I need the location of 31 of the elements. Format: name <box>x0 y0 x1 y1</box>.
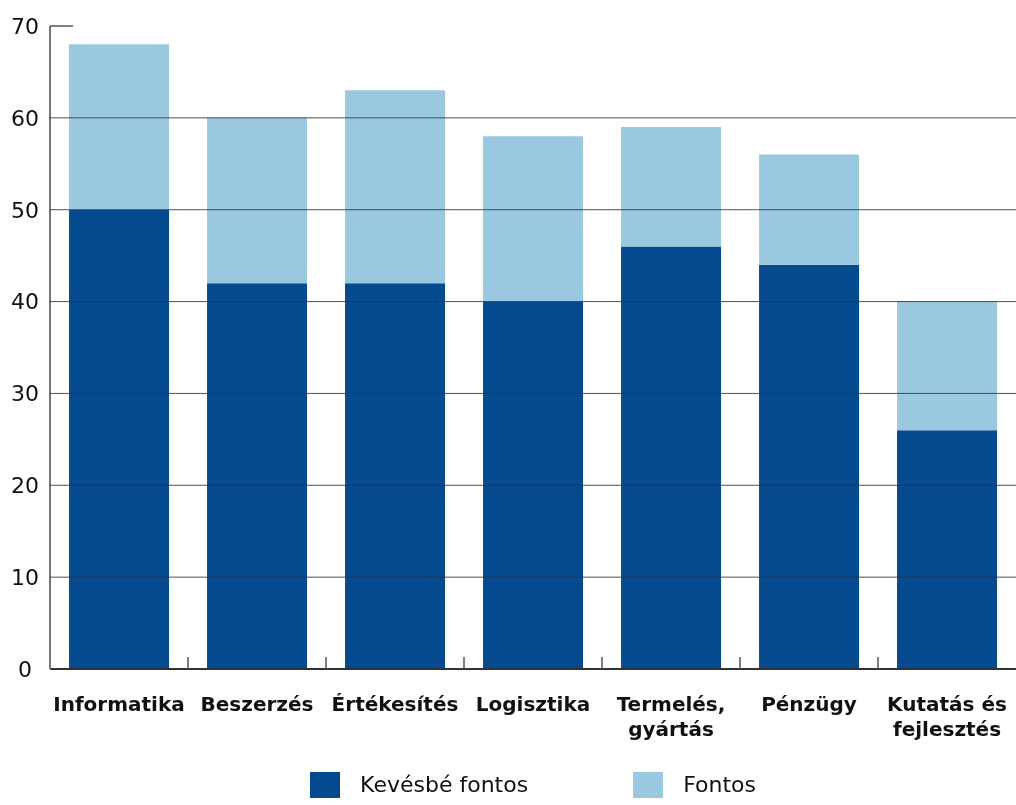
y-tick-label: 10 <box>11 565 39 591</box>
bar <box>69 209 170 669</box>
bar <box>69 44 170 210</box>
bar <box>207 117 308 284</box>
bar <box>207 283 308 669</box>
y-tick-label: 60 <box>11 105 39 131</box>
x-tick-label: Termelés, gyártás <box>616 692 726 741</box>
bar <box>759 154 860 265</box>
y-tick-label: 40 <box>11 289 39 315</box>
x-tick-label: Pénzügy <box>761 692 857 716</box>
x-tick-label: Beszerzés <box>200 692 314 716</box>
x-tick-label: Értékesítés <box>331 692 459 716</box>
y-tick-label: 70 <box>11 13 39 39</box>
bar <box>897 301 998 431</box>
legend-label: Kevésbé fontos <box>360 772 529 798</box>
y-tick-label: 30 <box>11 381 39 407</box>
x-tick-label: Logisztika <box>475 692 591 716</box>
y-tick-label: 20 <box>11 473 39 499</box>
bar <box>345 283 446 669</box>
x-tick-label: Kutatás és fejlesztés <box>887 692 1007 741</box>
y-tick-label: 0 <box>18 656 32 682</box>
bar <box>759 264 860 669</box>
bar <box>621 246 722 669</box>
bar <box>621 127 722 247</box>
bar <box>345 90 446 284</box>
y-tick-label: 50 <box>11 197 39 223</box>
x-tick-label: Informatika <box>53 692 185 716</box>
bar <box>483 136 584 302</box>
bar <box>897 430 998 669</box>
legend-label: Fontos <box>683 772 756 798</box>
bar <box>483 301 584 669</box>
